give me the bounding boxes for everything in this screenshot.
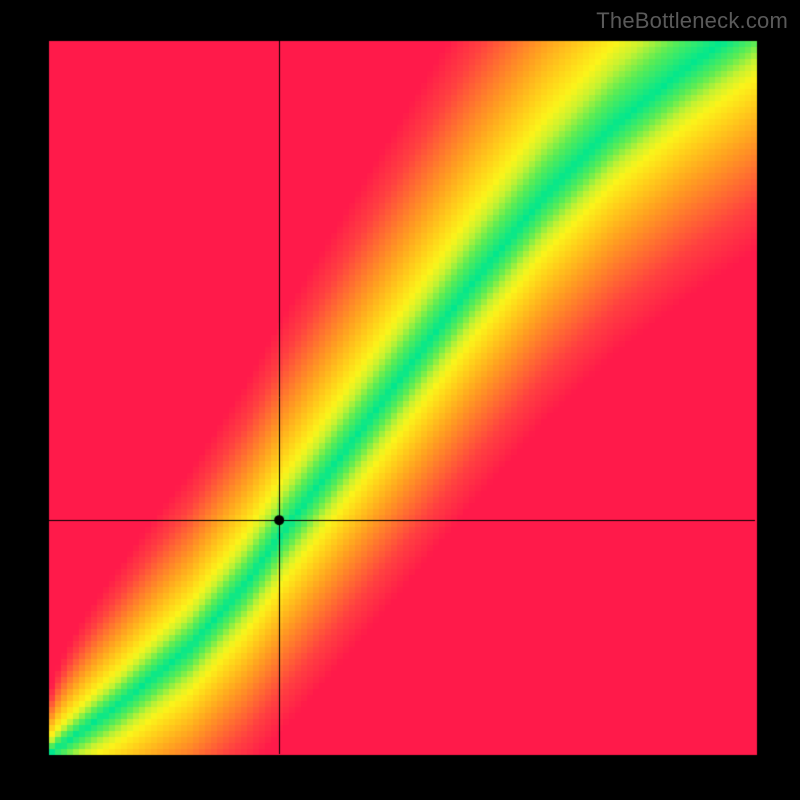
chart-container: TheBottleneck.com <box>0 0 800 800</box>
bottleneck-heatmap <box>0 0 800 800</box>
watermark-text: TheBottleneck.com <box>596 8 788 34</box>
